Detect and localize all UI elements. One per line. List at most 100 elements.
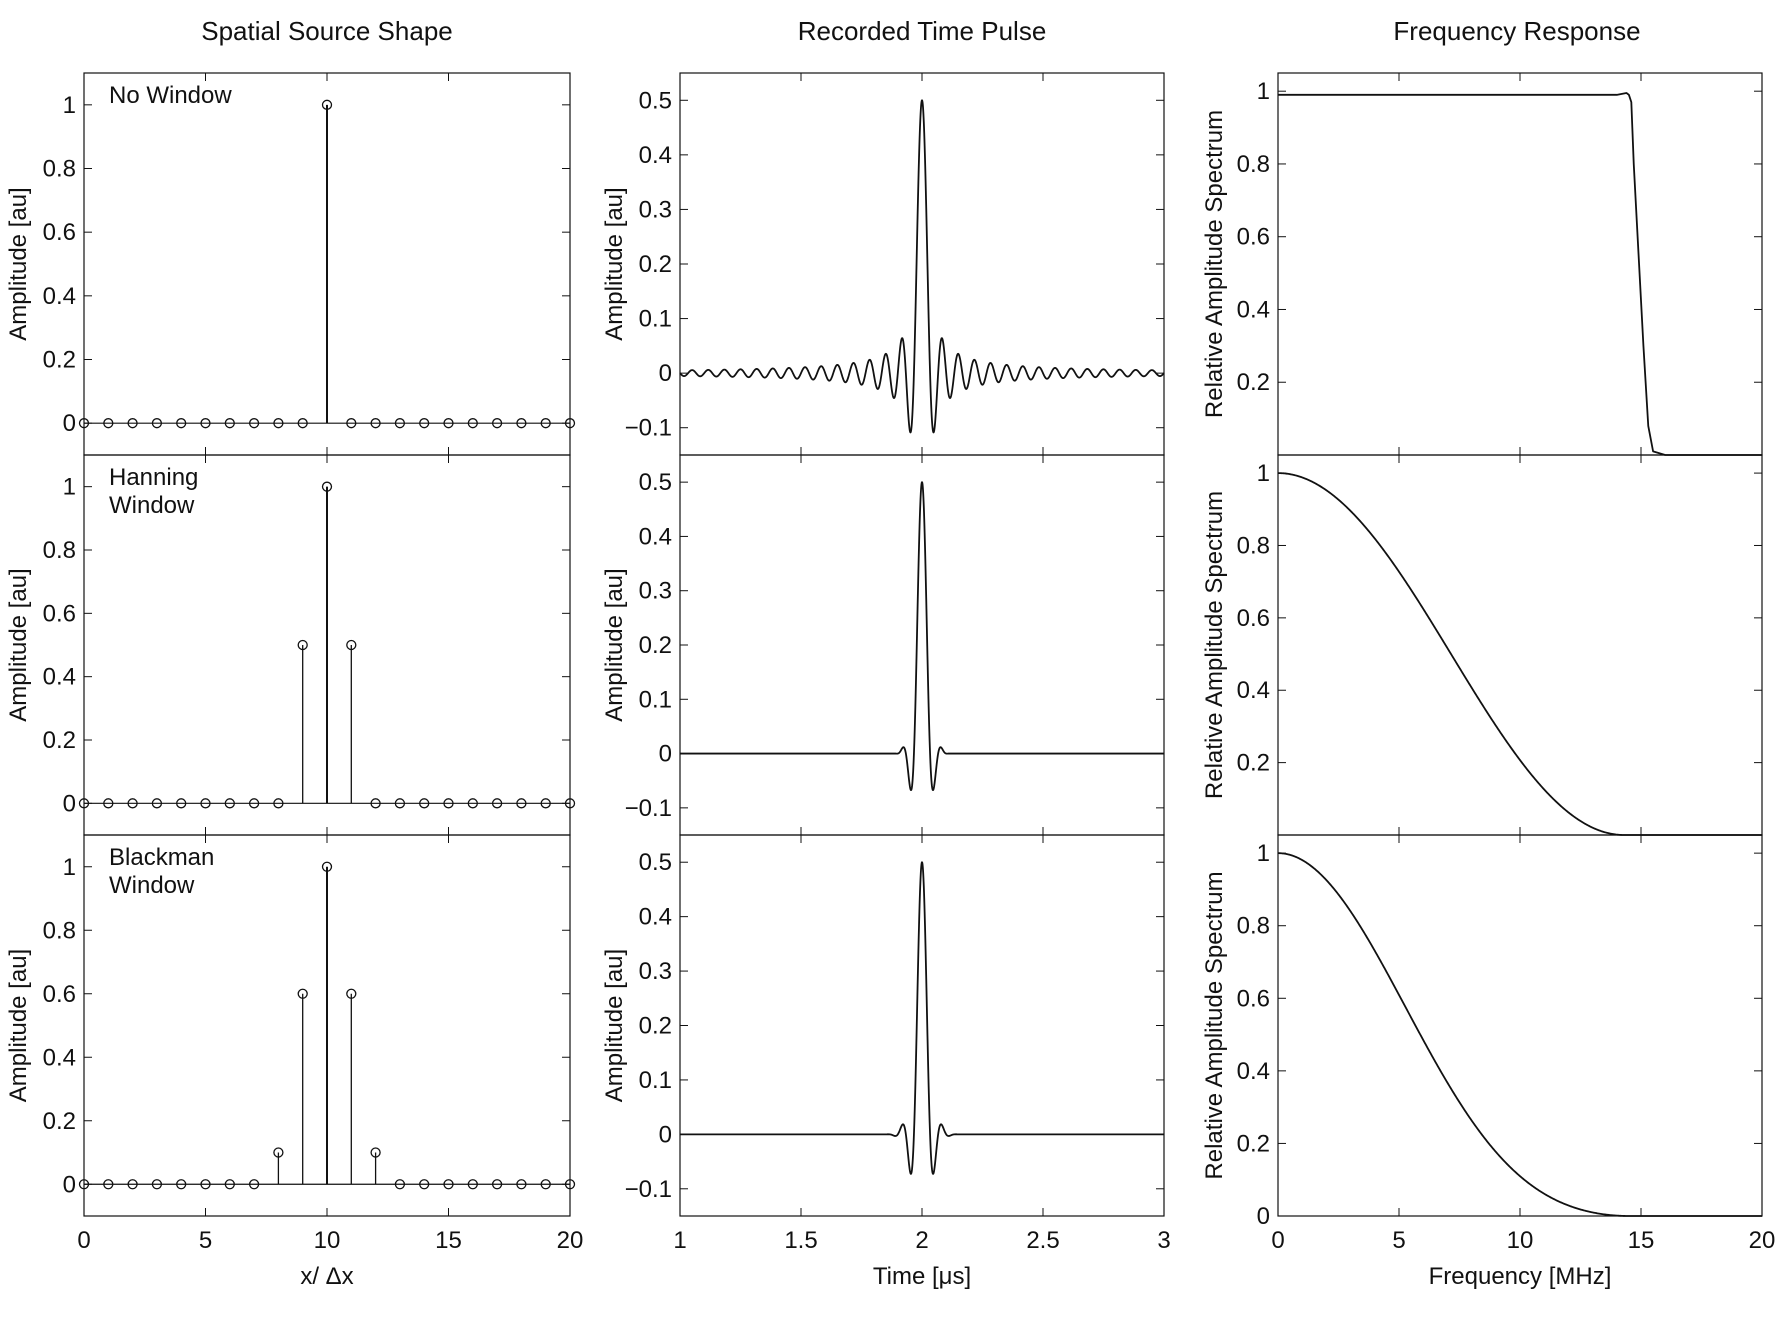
panel-2-0: 0.2 0.4 0.6 0.8 1 Relative Amplitude Spectrum [1201,72,1763,456]
ylabel: Relative Amplitude Spectrum [1201,491,1228,799]
ytick-label: 1 [1257,460,1270,487]
xtick-label: 20 [557,1227,584,1254]
ytick-label: −0.1 [625,1176,672,1203]
series-line [1278,92,1762,456]
ytick-label: −0.1 [625,795,672,822]
panel-1-1: −0.1 0 0.1 0.2 0.3 0.4 0.5 Amplitude [au] [601,454,1165,836]
ytick-label: 1 [63,474,76,501]
ytick-label: 1 [1257,78,1270,105]
ytick-label: 0.1 [639,306,672,333]
window-annotation: Window [109,872,195,899]
ytick-label: 0 [659,1121,672,1148]
ytick-label: 0.2 [1237,750,1270,777]
ytick-label: 0.2 [639,1013,672,1040]
stem-marker [321,861,333,872]
stem-marker [346,639,357,651]
ytick-label: 0.1 [639,1067,672,1094]
ytick-label: 0 [659,741,672,768]
ytick-label: 0 [63,1171,76,1198]
ylabel: Amplitude [au] [5,949,32,1102]
ytick-label: 0 [63,790,76,817]
ytick-label: −0.1 [625,415,672,442]
ylabel: Amplitude [au] [601,187,628,340]
axes-frame [679,834,1165,1217]
ytick-label: 0.1 [639,686,672,713]
ytick-label: 0.6 [43,600,76,627]
ytick-label: 0.8 [43,917,76,944]
ytick-label: 1 [63,854,76,881]
panel-2-1: 0.2 0.4 0.6 0.8 1 Relative Amplitude Spectrum [1201,454,1763,836]
ytick-label: 0.2 [43,727,76,754]
ytick-label: 0 [659,360,672,387]
stem-marker [370,1147,381,1158]
ytick-label: 0.8 [43,156,76,183]
xtick-label: 5 [199,1227,212,1254]
xtick-label: 1 [673,1227,686,1254]
ytick-label: 0.4 [43,1044,76,1071]
ytick-label: 0.4 [1237,296,1270,323]
ytick-label: 0.5 [639,87,672,114]
ylabel: Amplitude [au] [601,568,628,721]
ytick-label: 0.4 [639,523,672,550]
panel-0-1: 0 0.2 0.4 0.6 0.8 1 Amplitude [au] HanningWindo… [5,454,576,836]
ytick-label: 0.4 [1237,677,1270,704]
ytick-label: 1 [63,92,76,119]
xlabel: x/ Δx [300,1263,353,1290]
xtick-label: 20 [1749,1227,1776,1254]
axes-frame [1277,72,1763,456]
xtick-label: 10 [1507,1227,1534,1254]
stem-marker [321,481,333,492]
series-line [1277,852,1763,1217]
panel-0-0: 0 0.2 0.4 0.6 0.8 1 Amplitude [au] No Window [5,72,576,456]
ytick-label: 0.8 [43,537,76,564]
xtick-label: 15 [1628,1227,1655,1254]
ytick-label: 0.2 [1237,369,1270,396]
xlabel: Time [μs] [873,1263,971,1290]
axes-frame [679,454,1165,836]
ytick-label: 0.6 [1237,605,1270,632]
ytick-label: 0.8 [1237,913,1270,940]
panels: 0 0.2 0.4 0.6 0.8 1 Amplitude [au] No Window −0.… [5,72,1776,1290]
series-line [679,99,1165,434]
stem-marker [321,99,333,110]
ytick-label: 0.2 [639,251,672,278]
column-title-spatial: Spatial Source Shape [201,16,453,46]
ytick-label: 0.5 [639,849,672,876]
ytick-label: 0.4 [43,664,76,691]
ytick-label: 0 [1257,1203,1270,1230]
window-annotation: Hanning [109,464,198,491]
xtick-label: 2 [915,1227,928,1254]
ylabel: Amplitude [au] [5,187,32,340]
ytick-label: 0.5 [639,469,672,496]
ytick-label: 0.6 [43,981,76,1008]
xtick-label: 2.5 [1026,1227,1059,1254]
series-line [679,481,1165,792]
xtick-label: 10 [314,1227,341,1254]
ytick-label: 0.8 [1237,151,1270,178]
panel-1-2: −0.1 0 0.1 0.2 0.3 0.4 0.5 1 1.5 2 2.5 3 Amplitude [… [601,834,1171,1290]
ytick-label: 0.3 [639,958,672,985]
stem-marker [346,988,357,999]
ytick-label: 0 [63,410,76,437]
ylabel: Relative Amplitude Spectrum [1201,110,1228,418]
ytick-label: 0.3 [639,578,672,605]
xtick-label: 1.5 [784,1227,817,1254]
ytick-label: 0.4 [639,142,672,169]
stem-marker [297,639,308,651]
ytick-label: 0.2 [43,1108,76,1135]
window-annotation: No Window [109,82,232,109]
ytick-label: 0.8 [1237,532,1270,559]
stem-marker [273,1147,284,1158]
series-line [679,861,1165,1175]
ytick-label: 1 [1257,840,1270,867]
column-title-frequency: Frequency Response [1393,16,1640,46]
xtick-label: 5 [1392,1227,1405,1254]
xlabel: Frequency [MHz] [1429,1263,1612,1290]
ytick-label: 0.4 [1237,1058,1270,1085]
ytick-label: 0.6 [1237,224,1270,251]
ytick-label: 0.4 [639,904,672,931]
ytick-label: 0.6 [43,219,76,246]
window-annotation: Blackman [109,844,214,871]
